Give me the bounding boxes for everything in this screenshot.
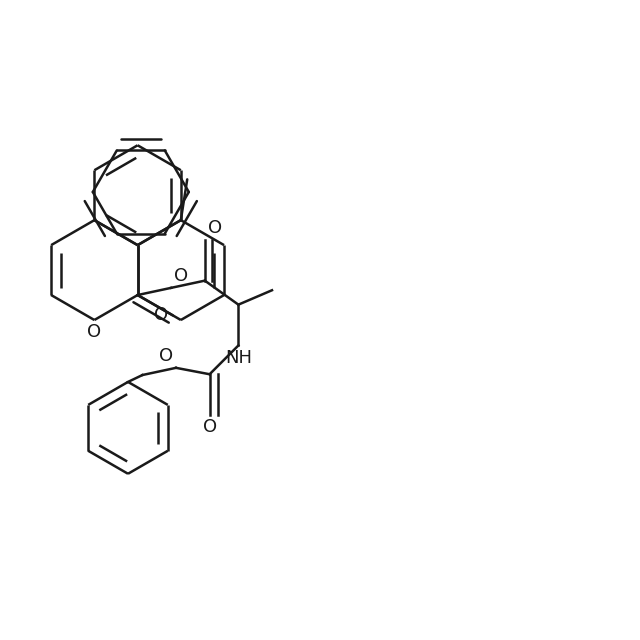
Text: O: O	[154, 307, 168, 324]
Text: NH: NH	[225, 349, 252, 367]
Text: O: O	[174, 267, 189, 285]
Text: O: O	[159, 347, 173, 365]
Text: O: O	[87, 323, 101, 341]
Text: O: O	[202, 419, 217, 436]
Text: O: O	[208, 219, 222, 237]
